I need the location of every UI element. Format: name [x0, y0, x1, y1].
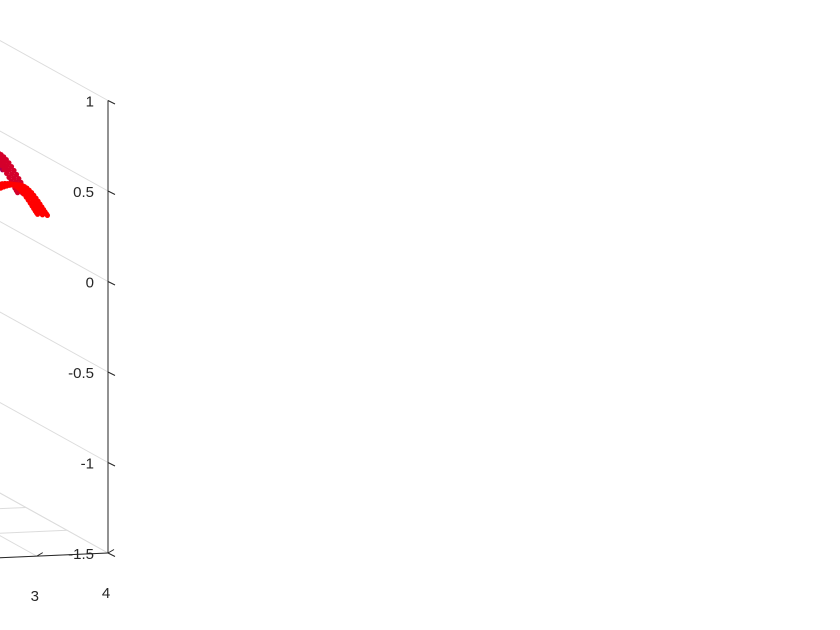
z-tick-mark: [108, 282, 115, 286]
grid-line: [0, 530, 67, 555]
z-tick-label: -0.5: [68, 365, 94, 382]
z-tick-mark: [108, 463, 115, 467]
x-tick-label: 3: [31, 588, 39, 605]
x-tick-mark: [108, 550, 114, 554]
z-tick-label: 0.5: [73, 184, 94, 201]
z-tick-label: 1: [86, 94, 94, 111]
z-tick-mark: [108, 372, 115, 376]
x-tick-label: 4: [102, 585, 110, 602]
z-tick-mark: [108, 553, 115, 557]
z-tick-mark: [108, 191, 115, 195]
grid-line: [0, 508, 26, 533]
grid-line: [0, 281, 108, 372]
grid-line: [0, 10, 108, 101]
z-tick-mark: [108, 101, 115, 105]
data-points: [0, 35, 50, 476]
grid-line: [0, 191, 108, 282]
z-tick-label: 0: [86, 275, 94, 292]
grid-line: [0, 372, 108, 463]
z-tick-label: -1.5: [68, 546, 94, 563]
z-tick-label: -1: [81, 456, 94, 473]
